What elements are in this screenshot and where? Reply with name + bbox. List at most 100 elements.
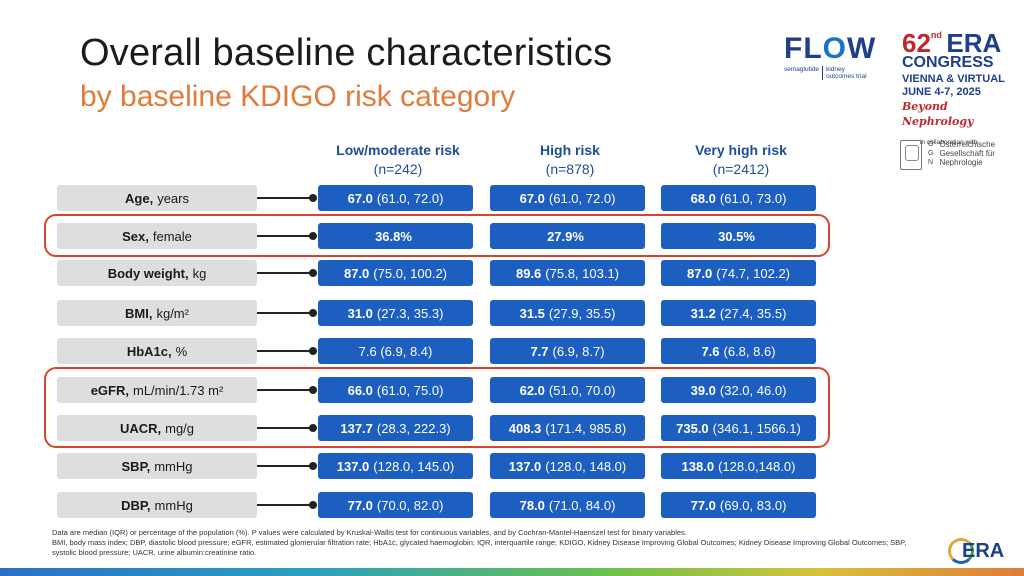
row-label-unit: years bbox=[157, 190, 189, 206]
row-connector bbox=[257, 501, 317, 509]
row-label-unit: kg/m² bbox=[156, 305, 189, 321]
column-header-name: High risk bbox=[540, 142, 600, 158]
cell-hba1c-high: 7.7 (6.9, 8.7) bbox=[490, 338, 645, 364]
row-label-name: BMI, bbox=[125, 305, 153, 321]
cell-median: 68.0 bbox=[690, 190, 716, 206]
column-header-low-moderate: Low/moderate risk (n=242) bbox=[318, 142, 478, 177]
flow-logo-text-b: W bbox=[847, 32, 877, 65]
row-label-hba1c: HbA1c,% bbox=[57, 338, 257, 364]
cell-age-very-high: 68.0 (61.0, 73.0) bbox=[661, 185, 816, 211]
row-connector bbox=[257, 269, 317, 277]
flow-logo-text-o: O bbox=[822, 32, 847, 65]
cell-median: 77.0 bbox=[690, 497, 716, 513]
oegn-letter: N bbox=[928, 159, 934, 166]
flow-logo-trial: outcomes trial bbox=[826, 73, 867, 80]
cell-median: 30.5% bbox=[718, 228, 755, 244]
cell-iqr: (27.9, 35.5) bbox=[548, 305, 616, 321]
cell-iqr: (32.0, 46.0) bbox=[719, 382, 787, 398]
era-bottom-logo: ERA bbox=[948, 536, 1008, 566]
cell-hba1c-very-high: 7.6 (6.8, 8.6) bbox=[661, 338, 816, 364]
cell-uacr-high: 408.3 (171.4, 985.8) bbox=[490, 415, 645, 441]
oegn-name-line: Gesellschaft für bbox=[939, 149, 996, 158]
footnote-line: Data are median (IQR) or percentage of t… bbox=[52, 528, 687, 537]
cell-hba1c-low-moderate: 7.6 (6.9, 8.4) bbox=[318, 338, 473, 364]
column-header-very-high: Very high risk (n=2412) bbox=[661, 142, 821, 177]
column-header-name: Low/moderate risk bbox=[336, 142, 460, 158]
cell-median: 78.0 bbox=[519, 497, 545, 513]
row-label-unit: mmHg bbox=[154, 458, 193, 474]
cell-iqr: (71.0, 84.0) bbox=[548, 497, 616, 513]
cell-median: 31.2 bbox=[690, 305, 716, 321]
row-label-name: DBP, bbox=[121, 497, 151, 513]
cell-median: 31.0 bbox=[347, 305, 373, 321]
cell-age-low-moderate: 67.0 (61.0, 72.0) bbox=[318, 185, 473, 211]
cell-bmi-low-moderate: 31.0 (27.3, 35.3) bbox=[318, 300, 473, 326]
cell-iqr: (346.1, 1566.1) bbox=[712, 420, 801, 436]
cell-iqr: (128.0,148.0) bbox=[718, 458, 796, 474]
cell-median: 27.9% bbox=[547, 228, 584, 244]
cell-median: 89.6 bbox=[515, 265, 542, 281]
bottom-gradient-bar bbox=[0, 568, 1024, 576]
era-congress-word: ERA bbox=[946, 28, 1002, 58]
highlight-box-kidney bbox=[44, 367, 830, 448]
era-bottom-logo-text: ERA bbox=[962, 540, 1005, 562]
era-ring-icon bbox=[948, 538, 974, 564]
row-label-name: Age, bbox=[125, 190, 154, 206]
cell-median: 408.3 bbox=[508, 420, 542, 436]
cell-iqr: (171.4, 985.8) bbox=[545, 420, 627, 436]
page-title: Overall baseline characteristics bbox=[80, 32, 613, 74]
cell-iqr: (61.0, 72.0) bbox=[548, 190, 616, 206]
row-label-name: Sex, bbox=[122, 228, 149, 244]
cell-iqr: (69.0, 83.0) bbox=[719, 497, 787, 513]
cell-bmi-very-high: 31.2 (27.4, 35.5) bbox=[661, 300, 816, 326]
cell-median: 66.0 bbox=[347, 382, 373, 398]
row-connector bbox=[257, 424, 317, 432]
era-congress-title: CONGRESS bbox=[902, 54, 994, 71]
cell-egfr-high: 62.0 (51.0, 70.0) bbox=[490, 377, 645, 403]
cell-age-high: 67.0 (61.0, 72.0) bbox=[490, 185, 645, 211]
era-congress-dates: JUNE 4-7, 2025 bbox=[902, 86, 981, 98]
cell-iqr: (74.7, 102.2) bbox=[716, 265, 791, 281]
row-label-unit: female bbox=[152, 228, 192, 244]
cell-iqr: (70.0, 82.0) bbox=[376, 497, 444, 513]
cell-iqr: (128.0, 145.0) bbox=[373, 458, 455, 474]
row-label-unit: mL/min/1.73 m² bbox=[132, 382, 224, 398]
cell-sex-very-high: 30.5% bbox=[661, 223, 816, 249]
cell-iqr: (61.0, 73.0) bbox=[719, 190, 787, 206]
cell-weight-very-high: 87.0 (74.7, 102.2) bbox=[661, 260, 816, 286]
oegn-logo: Ö G N Österreichische Gesellschaft für N… bbox=[900, 140, 1020, 170]
column-header-n: (n=878) bbox=[545, 161, 595, 177]
cell-median: 67.0 bbox=[519, 190, 545, 206]
cell-dbp-low-moderate: 77.0 (70.0, 82.0) bbox=[318, 492, 473, 518]
row-label-name: Body weight, bbox=[107, 265, 189, 281]
oegn-seal-icon bbox=[900, 140, 922, 170]
row-label-sex: Sex, female bbox=[57, 223, 257, 249]
cell-dbp-high: 78.0 (71.0, 84.0) bbox=[490, 492, 645, 518]
cell-median: 67.0 bbox=[347, 190, 373, 206]
column-header-n: (n=2412) bbox=[712, 161, 770, 177]
row-connector bbox=[257, 232, 317, 240]
cell-median: 137.7 bbox=[340, 420, 373, 436]
row-connector bbox=[257, 194, 317, 202]
column-header-high: High risk (n=878) bbox=[490, 142, 650, 177]
row-label-uacr: UACR, mg/g bbox=[57, 415, 257, 441]
row-label-dbp: DBP, mmHg bbox=[57, 492, 257, 518]
row-label-name: SBP, bbox=[121, 458, 151, 474]
oegn-name-line: Nephrologie bbox=[939, 158, 983, 167]
era-congress-suffix: nd bbox=[930, 30, 942, 40]
cell-median: 62.0 bbox=[519, 382, 545, 398]
cell-sex-high: 27.9% bbox=[490, 223, 645, 249]
cell-value: 7.6 (6.9, 8.4) bbox=[358, 343, 433, 359]
cell-egfr-low-moderate: 66.0 (61.0, 75.0) bbox=[318, 377, 473, 403]
cell-sex-low-moderate: 36.8% bbox=[318, 223, 473, 249]
cell-sbp-high: 137.0 (128.0, 148.0) bbox=[490, 453, 645, 479]
cell-iqr: (28.3, 222.3) bbox=[376, 420, 451, 436]
row-label-body-weight: Body weight, kg bbox=[57, 260, 257, 286]
era-congress-location: VIENNA & VIRTUAL bbox=[902, 73, 1005, 85]
row-label-name: eGFR, bbox=[90, 382, 129, 398]
row-label-unit: mg/g bbox=[165, 420, 195, 436]
cell-median: 7.7 bbox=[530, 343, 549, 359]
column-header-name: Very high risk bbox=[695, 142, 787, 158]
cell-sbp-low-moderate: 137.0 (128.0, 145.0) bbox=[318, 453, 473, 479]
cell-uacr-very-high: 735.0 (346.1, 1566.1) bbox=[661, 415, 816, 441]
